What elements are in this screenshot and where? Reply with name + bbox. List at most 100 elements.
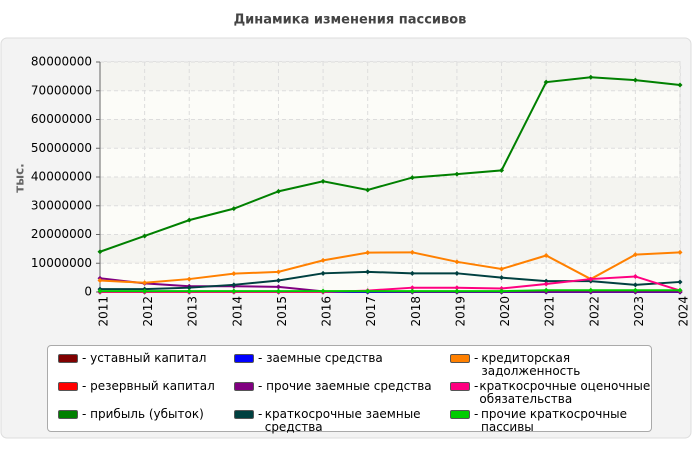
legend-label: прочие заемные средства (266, 379, 432, 393)
point (320, 288, 326, 294)
y-axis-label: тыс. (13, 163, 27, 192)
grid-band (100, 62, 680, 91)
legend-swatch (234, 354, 254, 363)
point (365, 288, 371, 294)
y-tick-label: 20000000 (31, 227, 92, 241)
legend: - уставный капитал - резервный капитал - п… (47, 345, 655, 434)
point (186, 217, 192, 223)
legend-label: краткосрочные оценочные обязательства (479, 379, 651, 406)
point (231, 206, 237, 212)
point (275, 278, 281, 283)
x-tick-label: 2015 (275, 296, 289, 327)
point (231, 271, 237, 277)
point (588, 74, 594, 80)
y-tick-label: 0 (84, 285, 92, 299)
x-tick-label: 2019 (453, 296, 467, 327)
series-line (100, 289, 680, 293)
point (186, 276, 192, 282)
series-line (100, 270, 681, 291)
point (454, 171, 460, 177)
point (320, 257, 326, 263)
point (409, 285, 415, 291)
legend-label: прочие краткосрочные пассивы (481, 407, 628, 434)
x-tick-label: 2020 (498, 296, 512, 327)
point (320, 270, 326, 276)
x-tick-label: 2023 (632, 296, 646, 327)
grid-band (100, 177, 680, 206)
point (499, 266, 505, 272)
point (543, 79, 549, 85)
y-tick-label: 80000000 (31, 55, 92, 69)
point (677, 287, 683, 293)
legend-label: краткосрочные заемные средства (264, 407, 421, 434)
legend-item: - уставный капитал (58, 352, 228, 378)
y-tick-label: 70000000 (31, 83, 92, 97)
point (454, 285, 460, 291)
point (275, 288, 281, 294)
point (499, 288, 505, 294)
point (632, 77, 638, 83)
x-tick-label: 2018 (409, 296, 423, 327)
point (97, 288, 103, 294)
point (632, 282, 638, 288)
point (231, 288, 237, 294)
legend-item: - заемные средства (234, 352, 444, 378)
x-tick-label: 2016 (320, 296, 334, 327)
point (632, 287, 638, 293)
point (142, 280, 148, 286)
point (409, 249, 415, 255)
point (588, 287, 594, 293)
point (499, 167, 505, 173)
point (632, 273, 638, 279)
legend-label: уставный капитал (90, 351, 207, 365)
legend-swatch (58, 354, 78, 363)
y-tick-label: 60000000 (31, 112, 92, 126)
x-tick-label: 2022 (587, 296, 601, 327)
legend-dash: - (82, 351, 91, 365)
point (97, 278, 103, 283)
legend-dash: - (258, 407, 263, 434)
legend-dash: - (82, 407, 91, 421)
legend-label: прибыль (убыток) (90, 407, 204, 421)
legend-item: - краткосрочные оценочные обязательства (450, 380, 655, 406)
point (275, 188, 281, 194)
point (543, 278, 549, 284)
grid-band (100, 119, 680, 149)
legend-item: - краткосрочные заемные средства (234, 408, 444, 434)
chart-title: Динамика изменения пассивов (234, 13, 467, 28)
point (320, 178, 326, 184)
point (365, 187, 371, 193)
point (454, 270, 460, 276)
legend-item: - резервный капитал (58, 380, 228, 406)
point (677, 279, 683, 285)
point (97, 249, 103, 255)
x-tick-label: 2021 (543, 296, 557, 327)
grid-band (100, 234, 680, 264)
x-tick-label: 2013 (186, 296, 200, 327)
point (499, 286, 505, 292)
y-tick-label: 30000000 (31, 198, 92, 212)
legend-swatch (58, 382, 78, 391)
point (543, 281, 549, 287)
legend-swatch (58, 410, 78, 419)
legend-dash: - (258, 351, 267, 365)
legend-dash: - (474, 407, 479, 434)
x-tick-label: 2024 (677, 296, 691, 327)
legend-label: кредиторская задолженность (481, 351, 581, 378)
point (409, 288, 415, 294)
point (275, 284, 281, 290)
point (543, 287, 549, 293)
x-tick-label: 2014 (230, 296, 244, 327)
point (454, 288, 460, 294)
legend-swatch (450, 410, 470, 419)
y-tick-label: 10000000 (31, 256, 92, 270)
series-line (99, 251, 681, 284)
point (543, 252, 549, 258)
point (142, 233, 148, 239)
legend-dash: - (474, 379, 479, 406)
x-tick-label: 2017 (364, 296, 378, 327)
y-tick-label: 40000000 (31, 170, 92, 184)
y-tick-label: 50000000 (31, 141, 92, 155)
